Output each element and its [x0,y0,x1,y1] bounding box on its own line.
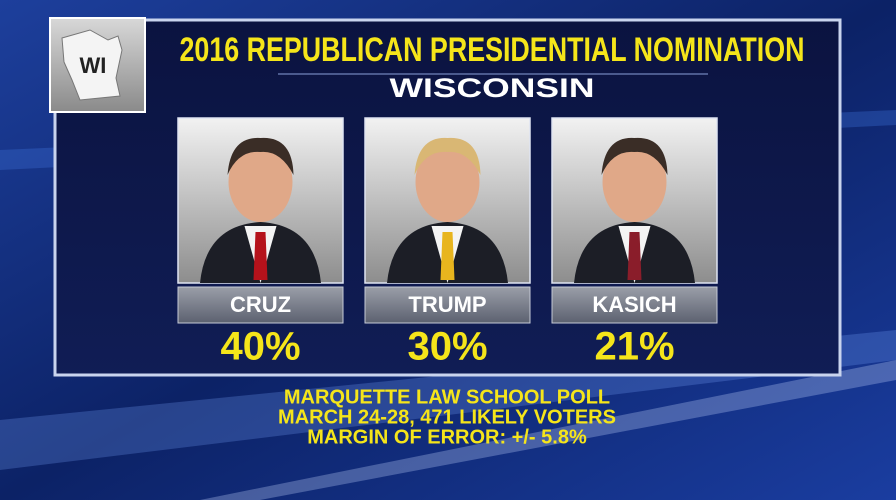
candidates: CRUZ 40% TRUMP 30% KASICH 21% [177,117,718,369]
footer-line: MARQUETTE LAW SCHOOL POLL [284,386,610,408]
photo-tie [440,232,455,280]
name-plate [364,286,531,324]
candidate-result: 21% [594,325,674,369]
candidate-name: TRUMP [408,292,486,317]
subtitle: WISCONSIN [390,73,595,103]
photo-face [228,142,293,222]
candidate-name: KASICH [592,292,676,317]
title: 2016 REPUBLICAN PRESIDENTIAL NOMINATION [180,31,805,69]
candidate-result: 30% [407,325,487,369]
footer-line: MARGIN OF ERROR: +/- 5.8% [307,426,587,448]
photo-face [602,142,667,222]
photo-hair [227,137,294,175]
photo-tie [627,232,642,280]
photo-hair [601,137,668,175]
name-plate [551,286,718,324]
candidate-result: 40% [220,325,300,369]
state-shape [61,29,123,101]
photo-face [415,142,480,222]
candidate-name: CRUZ [230,292,291,317]
photo-tie [253,232,268,280]
photo-hair [414,137,481,175]
streak [200,360,896,500]
footer-line: MARCH 24-28, 471 LIKELY VOTERS [278,406,616,428]
name-plate [177,286,344,324]
badge-label: WI [80,53,107,78]
